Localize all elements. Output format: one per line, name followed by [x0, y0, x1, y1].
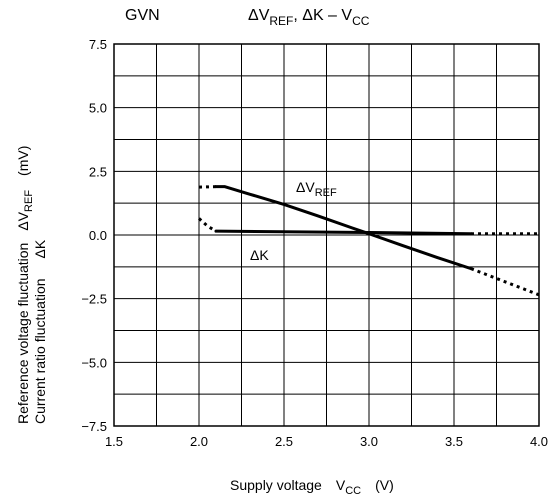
- y-axis-label: Reference voltage fluctuationΔVREF(mV) C…: [15, 146, 48, 424]
- dvref-line: [214, 185, 473, 271]
- dk-series-label: ΔK: [250, 247, 269, 263]
- y-tick-label: 7.5: [89, 37, 107, 52]
- svg-text:Reference voltage fluctuationΔ: Reference voltage fluctuationΔVREF(mV): [15, 146, 35, 424]
- chart-title-prefix: GVN: [125, 7, 160, 24]
- y-tick-label: 2.5: [89, 164, 107, 179]
- svg-text:Current ratio fluctuationΔK: Current ratio fluctuationΔK: [32, 239, 48, 424]
- grid: [113, 43, 540, 427]
- x-tick-label: 4.0: [530, 434, 548, 449]
- dvref-series-label: ΔVREF: [296, 179, 337, 199]
- x-tick-label: 2.5: [275, 434, 293, 449]
- tick-labels: 1.5 2.0 2.5 3.0 3.5 4.0 7.5 5.0 2.5 0.0 −2.5 −5.0 −7…: [81, 37, 548, 449]
- y-tick-label: −7.5: [81, 419, 107, 434]
- x-axis-label: Supply voltage VCC (V): [230, 477, 394, 497]
- plot-frame-border: [113, 43, 540, 427]
- dvref-line-dotted-end: [470, 267, 540, 297]
- y-tick-label: −5.0: [81, 355, 107, 370]
- chart-title: ΔVREF, ΔK – VCC: [248, 7, 370, 28]
- y-tick-label: 5.0: [89, 101, 107, 116]
- dk-line-dotted-start: [197, 217, 217, 233]
- series-layer: [197, 185, 540, 297]
- x-tick-label: 1.5: [105, 434, 123, 449]
- x-tick-label: 2.0: [190, 434, 208, 449]
- x-tick-label: 3.5: [445, 434, 463, 449]
- x-tick-label: 3.0: [360, 434, 378, 449]
- plot-frame: [113, 43, 540, 427]
- y-tick-label: 0.0: [89, 228, 107, 243]
- dk-line: [214, 229, 473, 236]
- dvref-line-dotted-start: [198, 185, 217, 189]
- y-tick-label: −2.5: [81, 292, 107, 307]
